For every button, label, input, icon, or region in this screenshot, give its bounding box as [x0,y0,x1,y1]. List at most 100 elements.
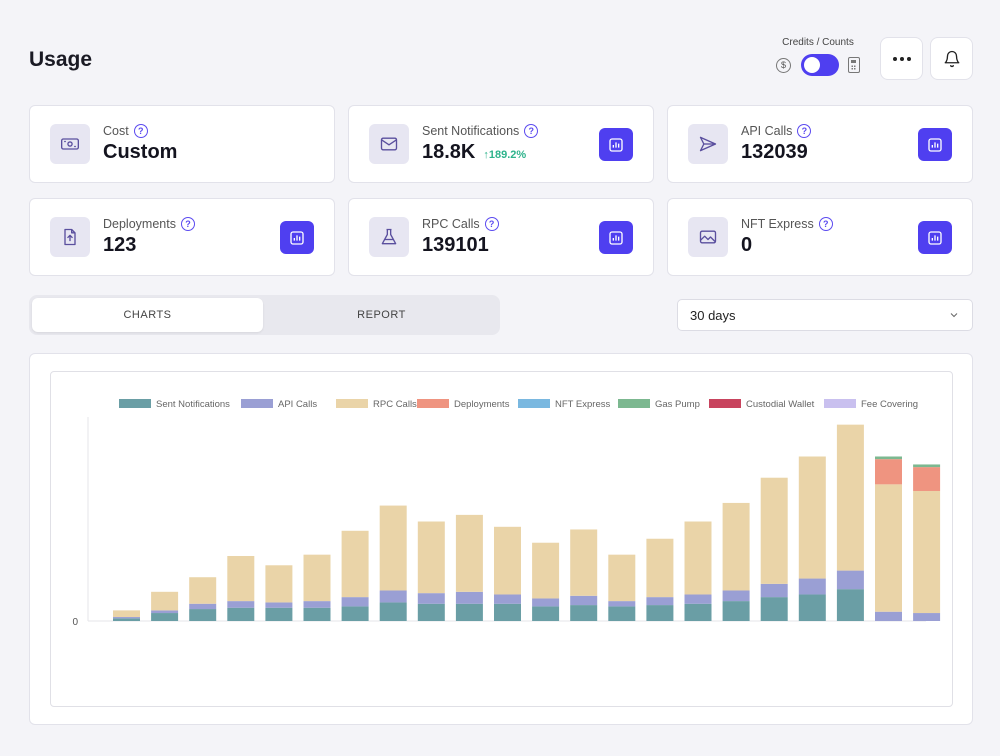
legend-label: Custodial Wallet [746,399,815,410]
legend-swatch [119,399,151,408]
send-icon [688,124,728,164]
bar-segment [341,597,369,607]
calculator-icon [848,57,860,73]
bar-segment [722,502,750,591]
bar-segment [760,597,788,621]
bar-segment [875,456,902,460]
bar-chart-icon [290,230,304,245]
chart-panel: Sent Notifications API Calls RPC Calls Depl… [29,353,973,725]
credits-counts-switch[interactable] [800,54,839,76]
bar-segment [570,529,598,596]
bar-segment [608,601,636,607]
legend-swatch [241,399,273,408]
bar-segment [379,590,407,603]
bar-segment [379,602,407,621]
bar-segment [417,521,445,594]
flask-icon [369,217,409,257]
bar-segment [836,589,864,621]
bar-segment [189,609,217,621]
bar-segment [684,594,712,604]
chevron-down-icon [950,313,958,318]
cash-icon [50,124,90,164]
upload-file-icon [50,217,90,257]
stat-card-sent-notifications: Sent Notifications? 18.8K ↑189.2% [348,105,654,183]
bar-segment [836,570,864,590]
stat-label: API Calls [741,124,793,138]
legend-swatch [709,399,741,408]
bar-segment [265,607,293,621]
bar-segment [227,555,255,602]
bar-segment [646,605,674,621]
bar-segment [532,598,560,607]
bar-segment [455,514,483,592]
bar-segment [151,610,179,614]
bar-segment [113,618,140,621]
stat-card-cost: Cost? Custom [29,105,335,183]
help-icon[interactable]: ? [133,124,148,138]
page-title: Usage [29,48,93,71]
legend-label: NFT Express [555,399,611,410]
bar-segment [760,583,788,598]
bar-segment [760,477,788,584]
help-icon[interactable]: ? [797,124,812,138]
bar-segment [494,526,521,595]
stat-card-deployments: Deployments? 123 [29,198,335,276]
view-chart-button[interactable] [918,128,952,161]
usage-chart-svg: Sent Notifications API Calls RPC Calls Depl… [72,399,941,628]
arrow-up-icon: ↑ [483,149,489,161]
date-range-select[interactable]: 30 days [677,299,973,331]
tab-charts[interactable]: CHARTS [32,298,263,332]
bar-segment [341,606,369,621]
bar-segment [265,602,293,608]
view-chart-button[interactable] [918,221,952,254]
bar-segment [189,603,217,610]
stat-card-nft-express: NFT Express? 0 [667,198,973,276]
bar-segment [494,594,521,604]
bar-segment [570,605,598,621]
usage-chart: Sent Notifications API Calls RPC Calls Depl… [50,371,953,707]
legend-swatch [518,399,550,408]
help-icon[interactable]: ? [818,217,833,231]
bar-segment [875,484,902,612]
help-icon[interactable]: ? [180,217,195,231]
bar-segment [722,601,750,621]
bar-segment [417,593,445,604]
bar-segment [265,565,293,603]
help-icon[interactable]: ? [484,217,499,231]
bar-segment [798,578,826,595]
bar-segment [151,613,179,621]
bar-segment [532,542,560,599]
notifications-button[interactable] [930,37,973,80]
help-icon[interactable]: ? [524,124,539,138]
bar-segment [303,607,331,621]
bar-segment [303,601,331,608]
more-options-button[interactable] [880,37,923,80]
bar-segment [455,603,483,621]
bar-segment [913,613,941,621]
bar-segment [875,459,902,485]
mail-icon [369,124,409,164]
credits-counts-toggle-group: Credits / Counts $ [772,37,864,76]
bar-segment [646,597,674,606]
stat-value: 18.8K [422,141,476,163]
view-chart-button[interactable] [599,128,633,161]
bar-segment [570,595,598,606]
bar-segment [913,464,941,468]
date-range-value: 30 days [690,307,736,323]
legend-label: Deployments [454,399,510,410]
view-chart-button[interactable] [599,221,633,254]
stat-label: Deployments [103,217,176,231]
stat-value: 132039 [741,141,808,163]
view-tabs: CHARTS REPORT [29,295,500,335]
image-icon [688,217,728,257]
bar-segment [875,611,902,621]
bar-segment [417,603,445,621]
bar-segment [494,603,521,621]
bar-segment [913,490,941,614]
switch-knob [803,57,820,73]
tab-report[interactable]: REPORT [357,309,406,321]
delta-badge: ↑189.2% [483,149,526,161]
legend-swatch [417,399,449,408]
view-chart-button[interactable] [280,221,314,254]
bar-segment [684,603,712,621]
